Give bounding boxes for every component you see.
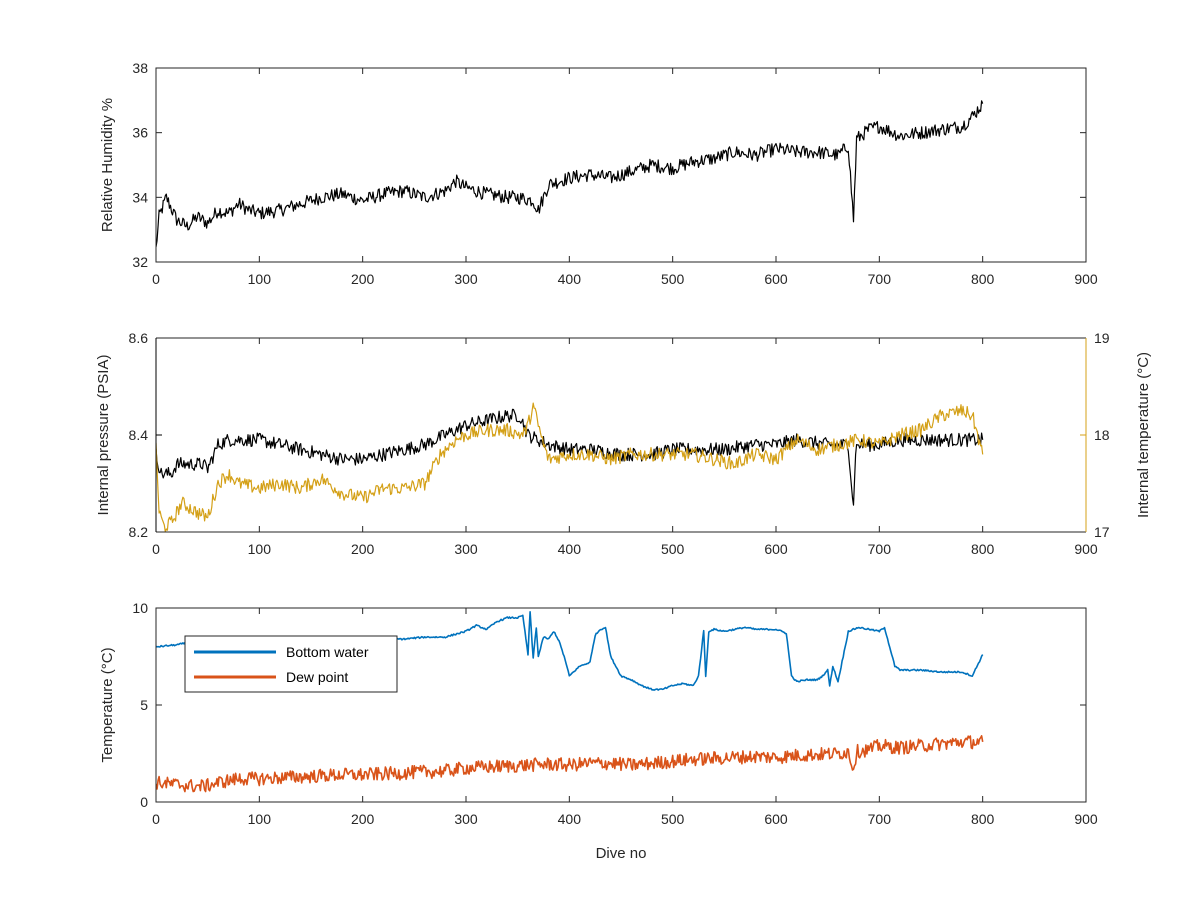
- x-tick-label: 500: [661, 541, 685, 557]
- series-line-dew-point: [156, 735, 984, 793]
- pressure-temperature-panel: 0 100 200 300 400 500 600 700 800 900 8.2 8.4 8.6 17 1…: [95, 330, 1152, 557]
- x-tick-label: 300: [454, 271, 478, 287]
- x-tick-label: 100: [248, 811, 272, 827]
- y-tick-label: 0: [140, 794, 148, 810]
- legend-bottom-water-label: Bottom water: [286, 644, 369, 660]
- x-tick-label: 500: [661, 271, 685, 287]
- x-tick-label: 900: [1074, 271, 1098, 287]
- x-tick-label: 300: [454, 811, 478, 827]
- x-tick-label: 400: [558, 271, 582, 287]
- x-tick-label: 100: [248, 271, 272, 287]
- legend-dew-point-label: Dew point: [286, 669, 348, 685]
- humidity-axes-box: [155, 67, 1087, 263]
- y-tick-label: 8.6: [129, 330, 149, 346]
- series-line-relative-humidity: [156, 100, 984, 248]
- x-tick-label: 200: [351, 271, 375, 287]
- x-tick-label: 400: [558, 811, 582, 827]
- x-tick-label: 700: [868, 271, 892, 287]
- y-tick-label: 34: [132, 189, 148, 205]
- pressure-y-axis-label: Internal pressure (PSIA): [95, 355, 112, 516]
- y-tick-label: 8.4: [129, 427, 149, 443]
- series-line-internal-temperature: [156, 402, 984, 532]
- legend: Bottom water Dew point: [184, 635, 398, 693]
- y-tick-label: 32: [132, 254, 148, 270]
- y2-tick-label: 18: [1094, 427, 1110, 443]
- x-tick-label: 800: [971, 811, 995, 827]
- x-tick-label: 200: [351, 541, 375, 557]
- x-tick-label: 200: [351, 811, 375, 827]
- y-tick-label: 36: [132, 125, 148, 141]
- legend-box: [184, 635, 398, 693]
- x-tick-label: 100: [248, 541, 272, 557]
- temperature-y-axis-label-bottom: Temperature (°C): [99, 647, 116, 762]
- x-tick-label: 800: [971, 541, 995, 557]
- y-tick-label: 10: [132, 600, 148, 616]
- y-tick-label: 38: [132, 60, 148, 76]
- x-tick-label: 900: [1074, 541, 1098, 557]
- x-axis-label: Dive no: [596, 845, 647, 862]
- x-tick-label: 500: [661, 811, 685, 827]
- y2-tick-label: 19: [1094, 330, 1110, 346]
- humidity-y-axis-label: Relative Humidity %: [99, 98, 116, 232]
- x-tick-label: 0: [152, 541, 160, 557]
- x-tick-label: 700: [868, 811, 892, 827]
- x-tick-label: 600: [764, 541, 788, 557]
- humidity-panel: 0 100 200 300 400 500 600 700 800 900 32 34 36 38 Rel…: [99, 60, 1098, 287]
- x-tick-label: 800: [971, 271, 995, 287]
- x-tick-label: 0: [152, 811, 160, 827]
- y-tick-label: 5: [140, 697, 148, 713]
- y2-tick-label: 17: [1094, 524, 1110, 540]
- temperature-panel: 0 100 200 300 400 500 600 700 800 900 0 5 10 Tempera…: [99, 600, 1098, 862]
- x-tick-label: 0: [152, 271, 160, 287]
- x-tick-label: 400: [558, 541, 582, 557]
- temperature-y-axis-label: Internal temperature (°C): [1135, 352, 1152, 518]
- x-tick-label: 900: [1074, 811, 1098, 827]
- temperature-axes-box: [155, 607, 1087, 803]
- x-tick-label: 700: [868, 541, 892, 557]
- x-tick-label: 600: [764, 811, 788, 827]
- y-tick-label: 8.2: [129, 524, 149, 540]
- x-tick-label: 300: [454, 541, 478, 557]
- x-tick-label: 600: [764, 271, 788, 287]
